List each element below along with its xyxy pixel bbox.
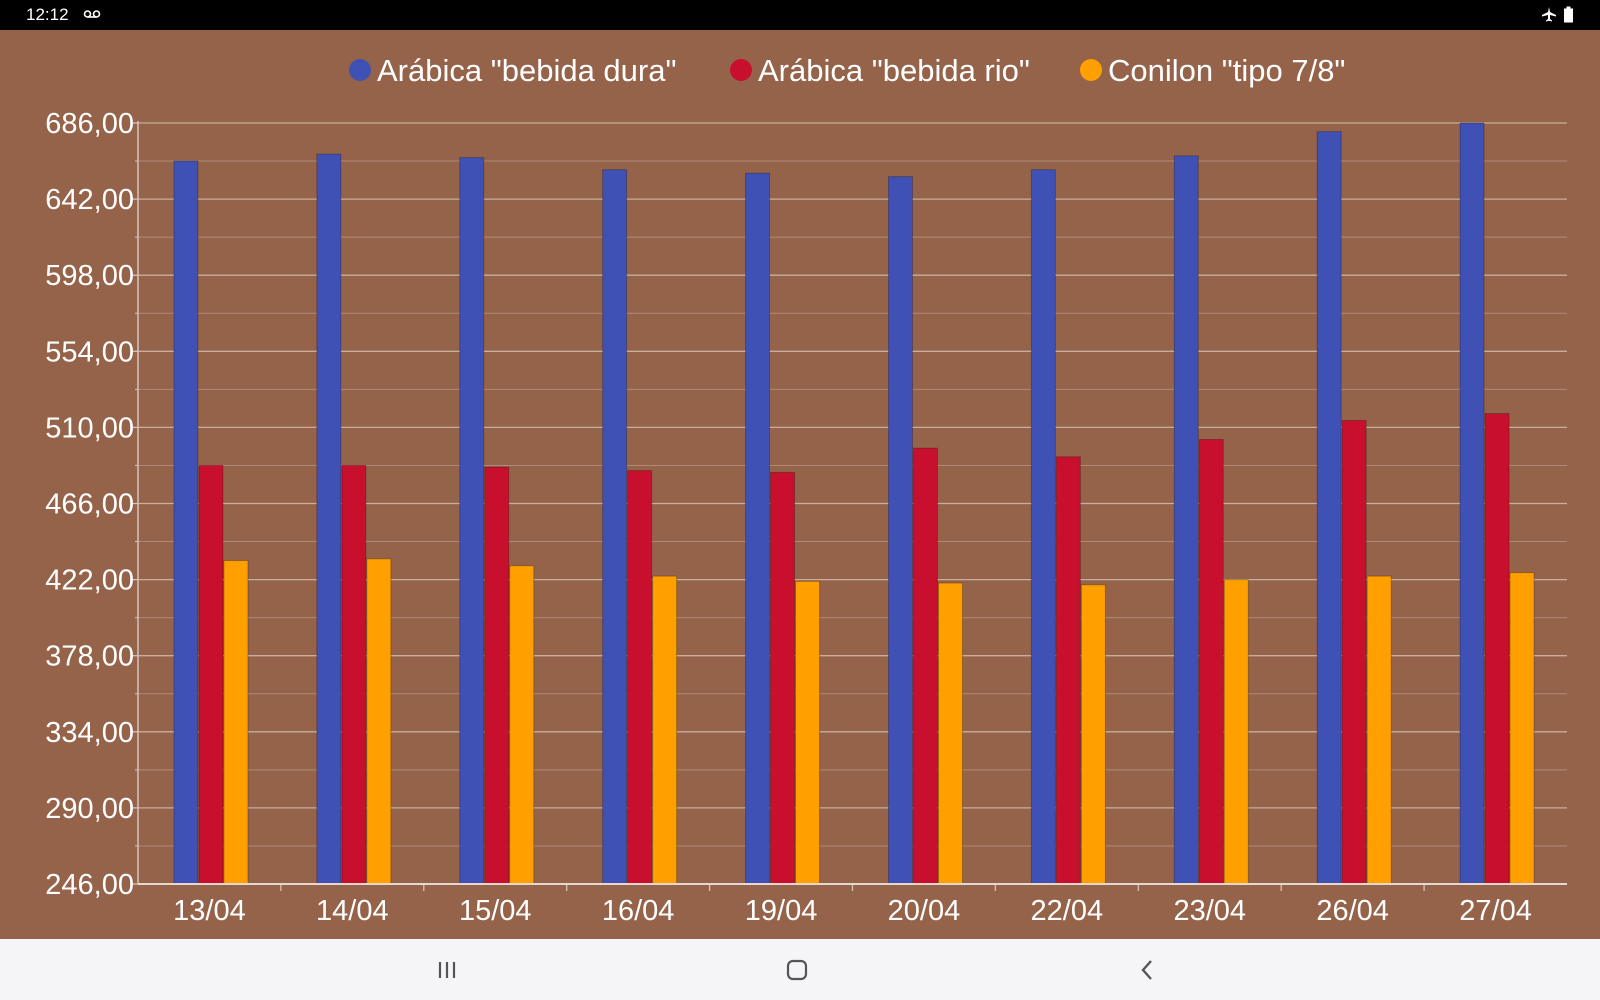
bar (627, 470, 653, 885)
bar (198, 464, 224, 885)
legend-label: Arábica "bebida rio" (758, 53, 1030, 88)
bar (652, 575, 678, 885)
y-tick-label: 334,00 (45, 717, 134, 749)
bar (912, 447, 938, 885)
bar (1173, 155, 1199, 885)
x-tick-label: 23/04 (1173, 895, 1246, 927)
bar (1484, 413, 1510, 885)
x-tick-label: 26/04 (1316, 895, 1389, 927)
bar (1459, 122, 1485, 885)
chart-area: 246,00 290,00 334,00 378,00 422,00 466,00 510,… (0, 30, 1600, 939)
status-bar: 12:12 (0, 0, 1600, 30)
legend-label: Conilon "tipo 7/8" (1108, 53, 1345, 88)
bar (770, 471, 796, 885)
status-time: 12:12 (26, 5, 69, 24)
y-tick-label: 422,00 (45, 565, 134, 597)
bar (937, 582, 963, 885)
legend-label: Arábica "bebida dura" (377, 53, 676, 88)
x-tick-label: 14/04 (316, 895, 389, 927)
y-tick-label: 378,00 (45, 641, 134, 673)
back-button[interactable] (1128, 953, 1168, 987)
legend-marker (730, 59, 752, 81)
bar (1316, 131, 1342, 885)
chart-legend: Arábica "bebida dura" Arábica "bebida rio… (349, 53, 1345, 88)
bar (459, 157, 485, 885)
x-tick-label: 15/04 (459, 895, 532, 927)
bar (1341, 419, 1367, 885)
bar (366, 558, 392, 885)
y-tick-label: 290,00 (45, 793, 134, 825)
bar (341, 464, 367, 885)
y-tick-label: 642,00 (45, 184, 134, 216)
home-button[interactable] (777, 953, 817, 987)
chart-axes: 246,00 290,00 334,00 378,00 422,00 466,00 510,… (45, 108, 1567, 927)
x-tick-label: 22/04 (1031, 895, 1104, 927)
bar (484, 466, 510, 885)
bar (316, 153, 342, 885)
bar (795, 580, 821, 885)
legend-marker (1080, 59, 1102, 81)
bar (1366, 575, 1392, 885)
bar (509, 565, 535, 885)
battery-icon (1564, 6, 1573, 23)
recents-button[interactable] (428, 953, 468, 987)
bar (173, 160, 199, 885)
bar (887, 176, 913, 885)
x-tick-label: 19/04 (745, 895, 818, 927)
back-icon (1141, 960, 1152, 980)
bar (1055, 456, 1081, 885)
recents-icon (438, 962, 456, 978)
x-tick-label: 20/04 (888, 895, 961, 927)
bar-chart: 246,00 290,00 334,00 378,00 422,00 466,00 510,… (45, 53, 1567, 927)
y-tick-label: 510,00 (45, 412, 134, 444)
navigation-bar (0, 939, 1600, 1000)
bar (602, 169, 628, 885)
x-tick-label: 27/04 (1459, 895, 1532, 927)
bar (745, 172, 771, 885)
voicemail-icon (83, 10, 101, 18)
y-tick-label: 598,00 (45, 260, 134, 292)
home-icon (786, 959, 808, 981)
x-tick-label: 16/04 (602, 895, 675, 927)
y-tick-label: 466,00 (45, 489, 134, 521)
y-tick-label: 554,00 (45, 336, 134, 368)
bar (223, 560, 249, 885)
airplane-icon (1542, 7, 1556, 22)
bar (1509, 572, 1535, 885)
legend-marker (349, 59, 371, 81)
bar (1030, 169, 1056, 885)
bar (1198, 439, 1224, 885)
y-tick-label: 686,00 (45, 108, 134, 140)
chart-bars (173, 122, 1535, 885)
x-tick-label: 13/04 (173, 895, 246, 927)
y-tick-label: 246,00 (45, 869, 134, 901)
bar (1080, 584, 1106, 885)
bar (1223, 579, 1249, 885)
